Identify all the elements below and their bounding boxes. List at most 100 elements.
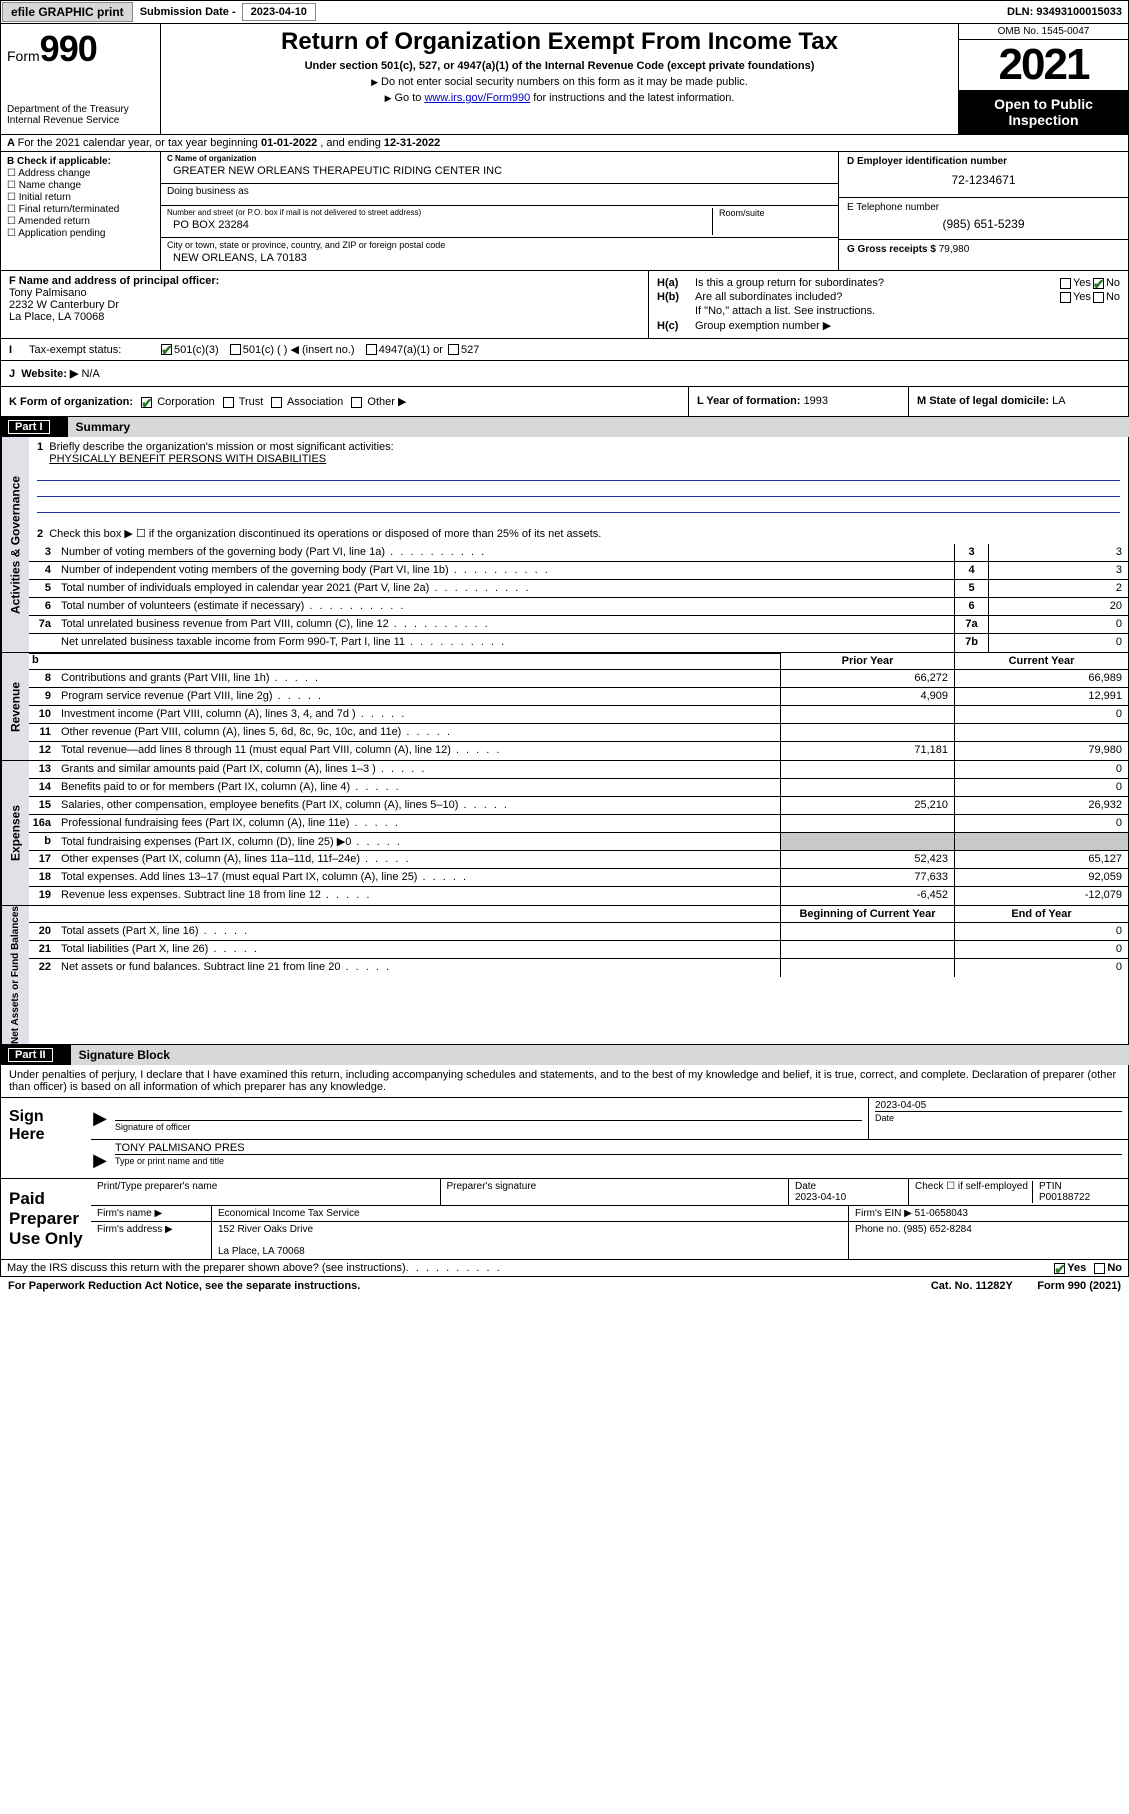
col-end-year: End of Year: [954, 906, 1128, 922]
discuss-row: May the IRS discuss this return with the…: [0, 1260, 1129, 1277]
cb-application-pending[interactable]: ☐ Application pending: [7, 228, 154, 239]
instructions-link[interactable]: www.irs.gov/Form990: [424, 92, 530, 104]
dept-treasury: Department of the Treasury Internal Reve…: [7, 104, 154, 126]
summary-line: Net unrelated business taxable income fr…: [29, 634, 1128, 652]
summary-line: 20Total assets (Part X, line 16)0: [29, 923, 1128, 941]
tax-year: 2021: [959, 40, 1128, 90]
instructions-link-line: Go to www.irs.gov/Form990 for instructio…: [171, 92, 948, 104]
mission-block: 1 Briefly describe the organization's mi…: [29, 437, 1128, 519]
cb-amended-return[interactable]: ☐ Amended return: [7, 216, 154, 227]
gross-receipts-value: 79,980: [939, 244, 970, 255]
sign-here-label: Sign Here: [1, 1098, 91, 1178]
page-footer: For Paperwork Reduction Act Notice, see …: [0, 1277, 1129, 1295]
officer-group-block: F Name and address of principal officer:…: [0, 271, 1129, 339]
trust-checkbox[interactable]: [223, 397, 234, 408]
tab-net-assets: Net Assets or Fund Balances: [1, 906, 29, 1044]
top-bar: efile GRAPHIC print Submission Date - 20…: [0, 0, 1129, 24]
form-header: Form990 Department of the Treasury Inter…: [0, 24, 1129, 135]
section-expenses: Expenses 13Grants and similar amounts pa…: [0, 761, 1129, 906]
year-formation: 1993: [804, 395, 828, 407]
summary-line: 19Revenue less expenses. Subtract line 1…: [29, 887, 1128, 905]
firm-address-2: La Place, LA 70068: [218, 1246, 305, 1257]
box-b: B Check if applicable: ☐ Address change …: [1, 152, 161, 270]
cat-number: Cat. No. 11282Y: [931, 1280, 1013, 1292]
firm-ein: 51-0658043: [915, 1208, 968, 1219]
summary-line: 6Total number of volunteers (estimate if…: [29, 598, 1128, 616]
officer-sig-label: Signature of officer: [115, 1120, 862, 1132]
room-label: Room/suite: [719, 208, 832, 218]
part2-header: Part II Signature Block: [0, 1045, 1129, 1065]
prep-date: 2023-04-10: [795, 1192, 846, 1203]
paid-preparer-label: Paid Preparer Use Only: [1, 1179, 91, 1259]
form-subtitle: Under section 501(c), 527, or 4947(a)(1)…: [171, 60, 948, 72]
sign-here-block: Sign Here ▶ Signature of officer 2023-04…: [0, 1098, 1129, 1179]
col-prior-year: Prior Year: [780, 653, 954, 669]
cb-address-change[interactable]: ☐ Address change: [7, 168, 154, 179]
box-f: F Name and address of principal officer:…: [1, 271, 648, 338]
phone-label: E Telephone number: [847, 202, 939, 213]
501c3-checkbox[interactable]: [161, 344, 172, 355]
officer-printed-name: TONY PALMISANO PRES: [115, 1142, 1122, 1154]
form-of-org-row: K Form of organization: Corporation Trus…: [0, 387, 1129, 417]
submission-date-label: Submission Date -: [134, 6, 242, 18]
dln-value: DLN: 93493100015033: [1007, 6, 1128, 18]
summary-line: 3Number of voting members of the governi…: [29, 544, 1128, 562]
section-governance: Activities & Governance 1 Briefly descri…: [0, 437, 1129, 653]
discuss-yes-checkbox[interactable]: [1054, 1263, 1065, 1274]
sign-arrow-icon: ▶: [91, 1098, 109, 1139]
summary-line: 14Benefits paid to or for members (Part …: [29, 779, 1128, 797]
officer-name-label: Type or print name and title: [115, 1154, 1122, 1166]
ha-no-checkbox[interactable]: [1093, 278, 1104, 289]
summary-line: 4Number of independent voting members of…: [29, 562, 1128, 580]
state-domicile: LA: [1052, 395, 1065, 407]
hb-no-checkbox[interactable]: [1093, 292, 1104, 303]
box-c: C Name of organization GREATER NEW ORLEA…: [161, 152, 838, 270]
firm-phone: (985) 652-8284: [903, 1224, 971, 1235]
summary-line: 12Total revenue—add lines 8 through 11 (…: [29, 742, 1128, 760]
col-begin-year: Beginning of Current Year: [780, 906, 954, 922]
summary-line: 9Program service revenue (Part VIII, lin…: [29, 688, 1128, 706]
firm-address-1: 152 River Oaks Drive: [218, 1224, 313, 1235]
ha-yes-checkbox[interactable]: [1060, 278, 1071, 289]
corp-checkbox[interactable]: [141, 397, 152, 408]
tab-expenses: Expenses: [1, 761, 29, 905]
cb-initial-return[interactable]: ☐ Initial return: [7, 192, 154, 203]
summary-line: 15Salaries, other compensation, employee…: [29, 797, 1128, 815]
net-header-row: Beginning of Current Year End of Year: [29, 906, 1128, 923]
hb-yes-checkbox[interactable]: [1060, 292, 1071, 303]
street-value: PO BOX 23284: [167, 217, 712, 235]
4947-checkbox[interactable]: [366, 344, 377, 355]
submission-date-value: 2023-04-10: [242, 3, 316, 21]
form-number: Form990: [7, 28, 154, 70]
527-checkbox[interactable]: [448, 344, 459, 355]
summary-line: 10Investment income (Part VIII, column (…: [29, 706, 1128, 724]
paperwork-notice: For Paperwork Reduction Act Notice, see …: [8, 1280, 360, 1292]
summary-line: 5Total number of individuals employed in…: [29, 580, 1128, 598]
other-checkbox[interactable]: [351, 397, 362, 408]
omb-number: OMB No. 1545-0047: [959, 24, 1128, 40]
open-to-public: Open to Public Inspection: [959, 90, 1128, 134]
firm-name: Economical Income Tax Service: [211, 1206, 848, 1222]
summary-line: 13Grants and similar amounts paid (Part …: [29, 761, 1128, 779]
sig-date-value: 2023-04-05: [875, 1100, 1122, 1111]
cb-name-change[interactable]: ☐ Name change: [7, 180, 154, 191]
section-net-assets: Net Assets or Fund Balances Beginning of…: [0, 906, 1129, 1045]
sign-arrow-icon-2: ▶: [91, 1140, 109, 1178]
501c-checkbox[interactable]: [230, 344, 241, 355]
efile-print-button[interactable]: efile GRAPHIC print: [2, 2, 133, 22]
summary-line: 18Total expenses. Add lines 13–17 (must …: [29, 869, 1128, 887]
summary-line: 22Net assets or fund balances. Subtract …: [29, 959, 1128, 977]
officer-name: Tony Palmisano: [9, 287, 87, 299]
section-revenue: Revenue b Prior Year Current Year 8Contr…: [0, 653, 1129, 761]
form-footer-label: Form 990 (2021): [1037, 1280, 1121, 1292]
paid-preparer-block: Paid Preparer Use Only Print/Type prepar…: [0, 1179, 1129, 1260]
summary-line: bTotal fundraising expenses (Part IX, co…: [29, 833, 1128, 851]
cb-final-return[interactable]: ☐ Final return/terminated: [7, 204, 154, 215]
summary-line: 7aTotal unrelated business revenue from …: [29, 616, 1128, 634]
city-value: NEW ORLEANS, LA 70183: [167, 250, 832, 268]
assoc-checkbox[interactable]: [271, 397, 282, 408]
tax-exempt-status-row: I Tax-exempt status: 501(c)(3) 501(c) ( …: [0, 339, 1129, 361]
summary-line: 8Contributions and grants (Part VIII, li…: [29, 670, 1128, 688]
perjury-statement: Under penalties of perjury, I declare th…: [0, 1065, 1129, 1098]
discuss-no-checkbox[interactable]: [1094, 1263, 1105, 1274]
